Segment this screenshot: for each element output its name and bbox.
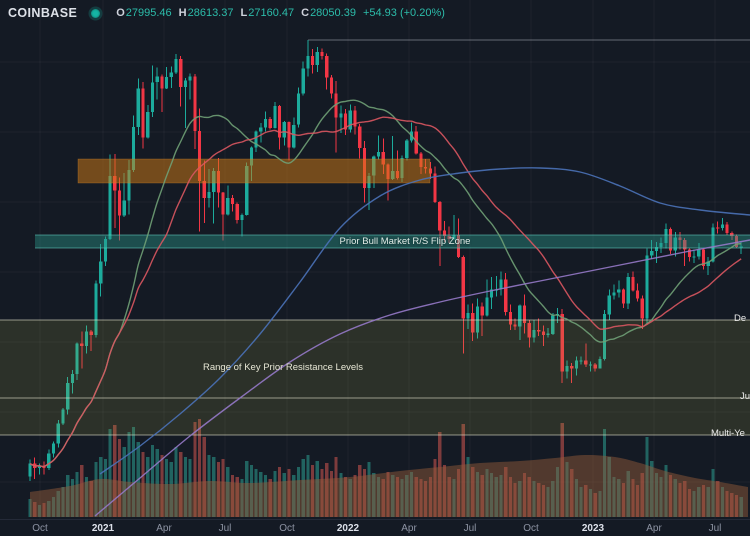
price-line-label: Multi-Ye bbox=[711, 428, 745, 439]
ma-slow-blue[interactable] bbox=[99, 167, 750, 475]
volume-bars bbox=[28, 419, 743, 517]
symbol-name[interactable]: COINBASE bbox=[8, 6, 78, 20]
x-axis-label: Apr bbox=[401, 523, 417, 534]
resistance-box[interactable] bbox=[77, 158, 431, 184]
ohlc-value: L 27160.47 bbox=[240, 7, 295, 19]
volume-ma-area bbox=[30, 454, 748, 517]
x-axis-label: 2023 bbox=[581, 523, 605, 534]
x-axis-label: 2021 bbox=[91, 523, 115, 534]
x-axis-label: Oct bbox=[32, 523, 48, 534]
ohlc-value: H 28613.37 bbox=[178, 7, 234, 19]
grid-lines bbox=[0, 0, 750, 519]
x-axis-label: Jul bbox=[708, 523, 722, 534]
ma-mid-red[interactable] bbox=[29, 116, 742, 468]
ma-slowest-purple[interactable] bbox=[94, 239, 750, 517]
x-axis-label: Jul bbox=[218, 523, 232, 534]
exchange-status-dot bbox=[91, 8, 101, 18]
change-value: +54.93 (+0.20%) bbox=[362, 7, 445, 19]
x-axis-label: Apr bbox=[646, 523, 662, 534]
ohlc-value: O 27995.46 bbox=[116, 7, 172, 19]
x-axis-label: Jul bbox=[463, 523, 477, 534]
x-axis-label: Oct bbox=[523, 523, 539, 534]
resistance-range-zone[interactable] bbox=[0, 320, 750, 435]
price-line-label: De bbox=[734, 313, 747, 324]
price-line-label: Ju bbox=[740, 391, 750, 402]
symbol-header: COINBASE O 27995.46 H 28613.37 L 27160.47 C 280… bbox=[8, 5, 445, 21]
x-axis-label: Oct bbox=[279, 523, 295, 534]
time-axis[interactable]: Oct 2021 Apr Jul Oct 2022 Apr Jul Oct 2023 Apr Jul bbox=[0, 519, 750, 536]
x-axis-label: 2022 bbox=[336, 523, 360, 534]
x-axis-label: Apr bbox=[156, 523, 172, 534]
ohlc-value: C 28050.39 bbox=[301, 7, 356, 19]
flip-zone-band[interactable] bbox=[35, 234, 750, 249]
ohlc-readout: O 27995.46 H 28613.37 L 27160.47 C 28050.39 +54.… bbox=[116, 7, 445, 19]
ma-fast-green[interactable] bbox=[29, 99, 742, 468]
